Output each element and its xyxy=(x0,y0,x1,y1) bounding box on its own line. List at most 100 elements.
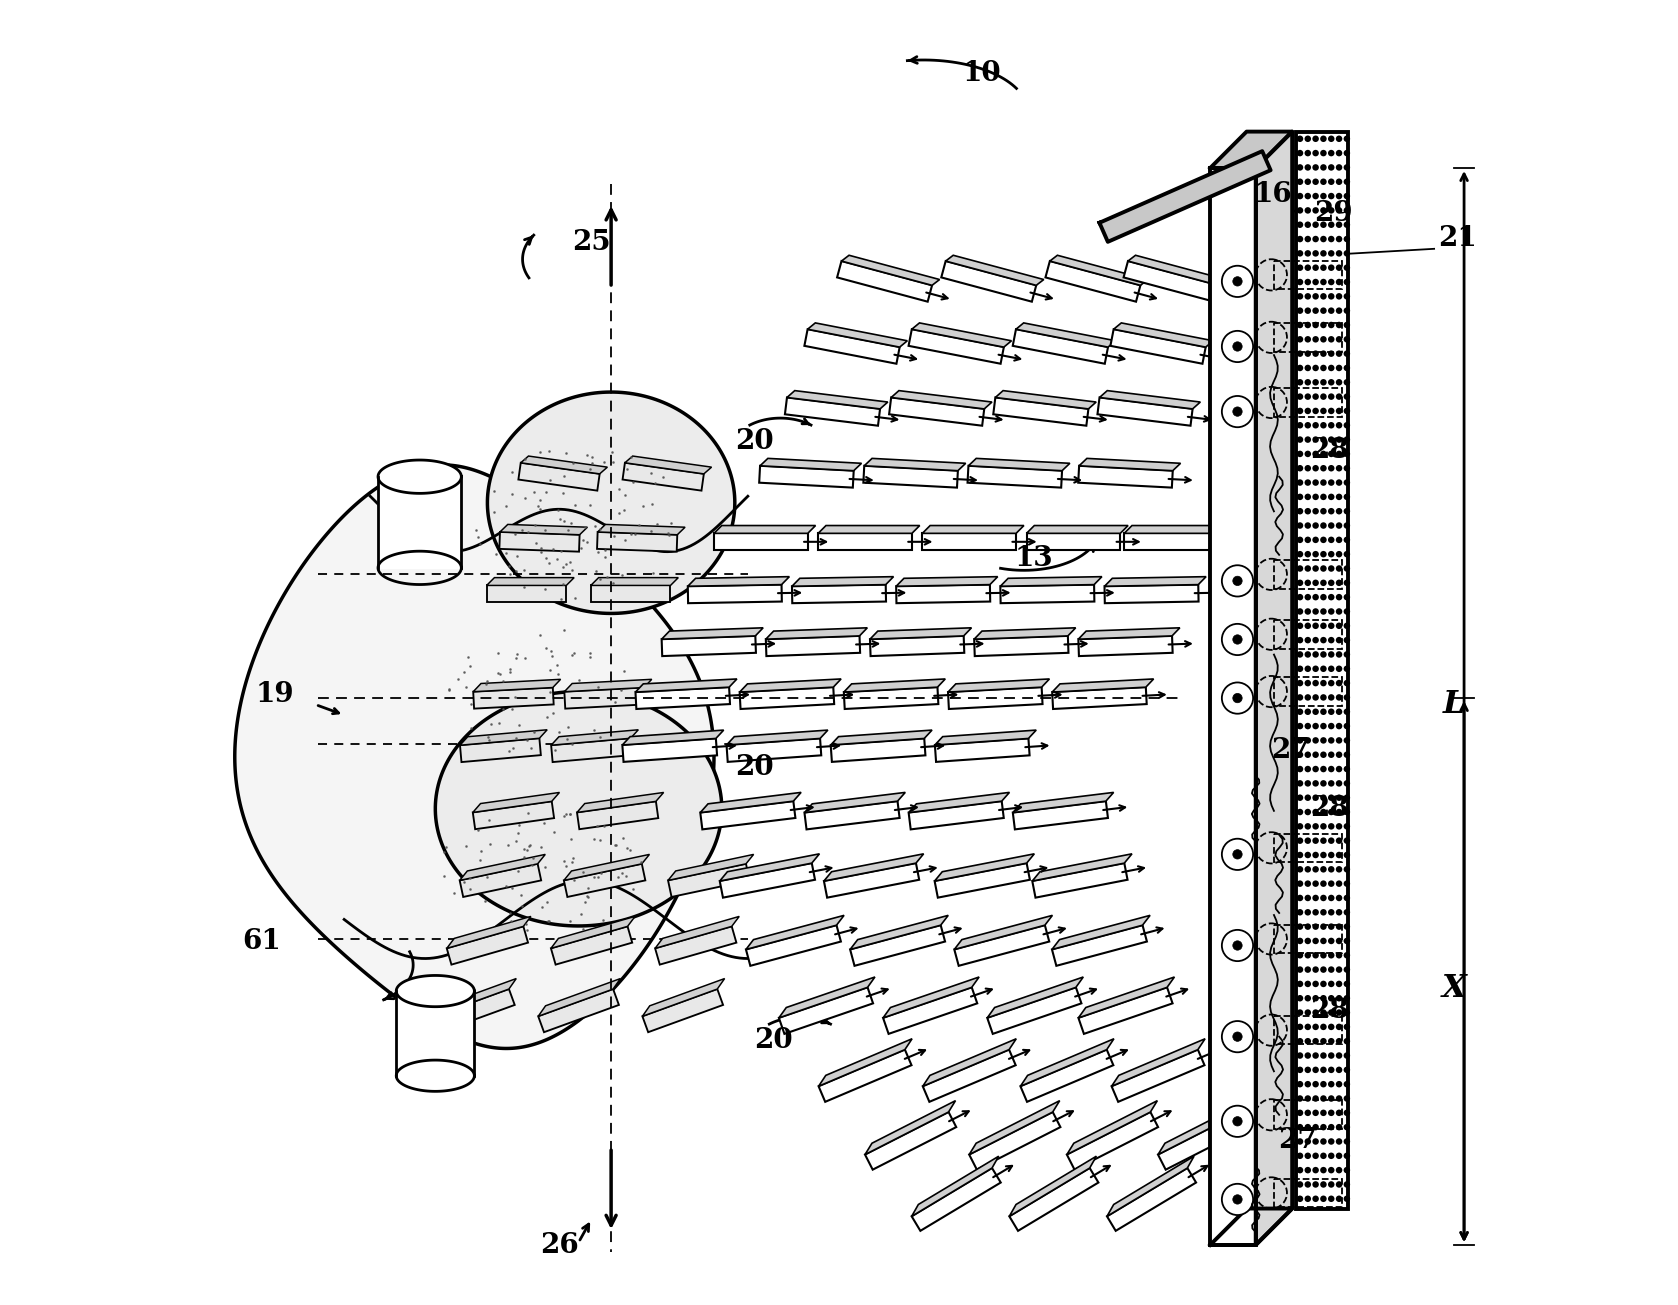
Circle shape xyxy=(1344,422,1351,428)
Circle shape xyxy=(1344,551,1351,557)
Polygon shape xyxy=(623,739,717,762)
Circle shape xyxy=(1312,924,1319,930)
Circle shape xyxy=(1321,508,1327,514)
Polygon shape xyxy=(792,585,886,603)
Circle shape xyxy=(1304,752,1311,758)
Circle shape xyxy=(1344,723,1351,729)
Polygon shape xyxy=(1020,1049,1113,1101)
Circle shape xyxy=(1297,565,1304,572)
Polygon shape xyxy=(1124,534,1218,551)
Circle shape xyxy=(1321,594,1327,600)
Circle shape xyxy=(1312,179,1319,185)
Circle shape xyxy=(1344,308,1351,315)
Circle shape xyxy=(1327,536,1334,543)
Circle shape xyxy=(1336,1095,1342,1101)
Polygon shape xyxy=(1050,256,1148,286)
Polygon shape xyxy=(995,390,1096,408)
Polygon shape xyxy=(378,461,461,493)
Circle shape xyxy=(1327,565,1334,572)
Polygon shape xyxy=(435,979,517,1017)
Circle shape xyxy=(1312,881,1319,887)
Polygon shape xyxy=(987,988,1081,1034)
Polygon shape xyxy=(923,1039,1017,1086)
Circle shape xyxy=(1297,994,1304,1001)
Circle shape xyxy=(1327,780,1334,787)
Polygon shape xyxy=(700,792,800,813)
Polygon shape xyxy=(1014,801,1107,830)
Circle shape xyxy=(1304,953,1311,958)
Polygon shape xyxy=(654,916,740,949)
Circle shape xyxy=(1336,522,1342,529)
Polygon shape xyxy=(946,256,1044,286)
Circle shape xyxy=(1297,207,1304,214)
Polygon shape xyxy=(1114,322,1213,347)
Circle shape xyxy=(1336,207,1342,214)
Circle shape xyxy=(1297,1081,1304,1087)
Polygon shape xyxy=(824,853,923,881)
Circle shape xyxy=(1297,594,1304,600)
Polygon shape xyxy=(866,1100,955,1155)
Polygon shape xyxy=(911,1156,998,1216)
Circle shape xyxy=(1304,364,1311,371)
Circle shape xyxy=(1321,1023,1327,1030)
Circle shape xyxy=(1327,737,1334,744)
Polygon shape xyxy=(550,916,634,949)
Polygon shape xyxy=(968,458,1071,471)
Polygon shape xyxy=(643,979,725,1017)
Circle shape xyxy=(1327,980,1334,987)
Circle shape xyxy=(1344,694,1351,701)
Circle shape xyxy=(1304,809,1311,816)
Circle shape xyxy=(1312,895,1319,902)
Circle shape xyxy=(1297,1138,1304,1144)
Circle shape xyxy=(1312,1052,1319,1058)
Circle shape xyxy=(1297,1095,1304,1101)
Polygon shape xyxy=(896,585,990,603)
Circle shape xyxy=(1336,579,1342,586)
Circle shape xyxy=(1312,1037,1319,1044)
Circle shape xyxy=(1304,980,1311,987)
Circle shape xyxy=(1312,809,1319,816)
Polygon shape xyxy=(970,1112,1060,1169)
Circle shape xyxy=(1327,637,1334,643)
Circle shape xyxy=(1222,839,1253,870)
Bar xyxy=(1295,132,1347,1208)
Text: X: X xyxy=(1441,974,1467,1004)
Circle shape xyxy=(1297,680,1304,686)
Polygon shape xyxy=(700,801,795,830)
Polygon shape xyxy=(539,989,619,1032)
Circle shape xyxy=(1327,422,1334,428)
Circle shape xyxy=(1327,179,1334,185)
Circle shape xyxy=(1304,723,1311,729)
Circle shape xyxy=(1297,1152,1304,1159)
Circle shape xyxy=(1297,1052,1304,1058)
Circle shape xyxy=(1312,666,1319,672)
Circle shape xyxy=(1222,266,1253,298)
Circle shape xyxy=(1297,895,1304,902)
Circle shape xyxy=(1336,222,1342,228)
Circle shape xyxy=(1304,136,1311,142)
Polygon shape xyxy=(1079,988,1173,1034)
Circle shape xyxy=(1336,1009,1342,1015)
Text: 20: 20 xyxy=(735,753,774,780)
Polygon shape xyxy=(643,989,723,1032)
Polygon shape xyxy=(792,577,894,586)
Circle shape xyxy=(1321,966,1327,972)
Circle shape xyxy=(1297,279,1304,286)
Circle shape xyxy=(1321,322,1327,329)
Circle shape xyxy=(1297,522,1304,529)
Circle shape xyxy=(1344,752,1351,758)
Circle shape xyxy=(1327,308,1334,315)
Circle shape xyxy=(1327,594,1334,600)
Circle shape xyxy=(1344,179,1351,185)
Circle shape xyxy=(1321,795,1327,801)
Circle shape xyxy=(1336,193,1342,200)
Circle shape xyxy=(1336,322,1342,329)
Circle shape xyxy=(1297,966,1304,972)
Circle shape xyxy=(1344,1138,1351,1144)
Circle shape xyxy=(1344,136,1351,142)
Circle shape xyxy=(1336,508,1342,514)
Polygon shape xyxy=(577,792,663,813)
Circle shape xyxy=(1297,938,1304,945)
Circle shape xyxy=(1321,179,1327,185)
Circle shape xyxy=(1312,236,1319,243)
